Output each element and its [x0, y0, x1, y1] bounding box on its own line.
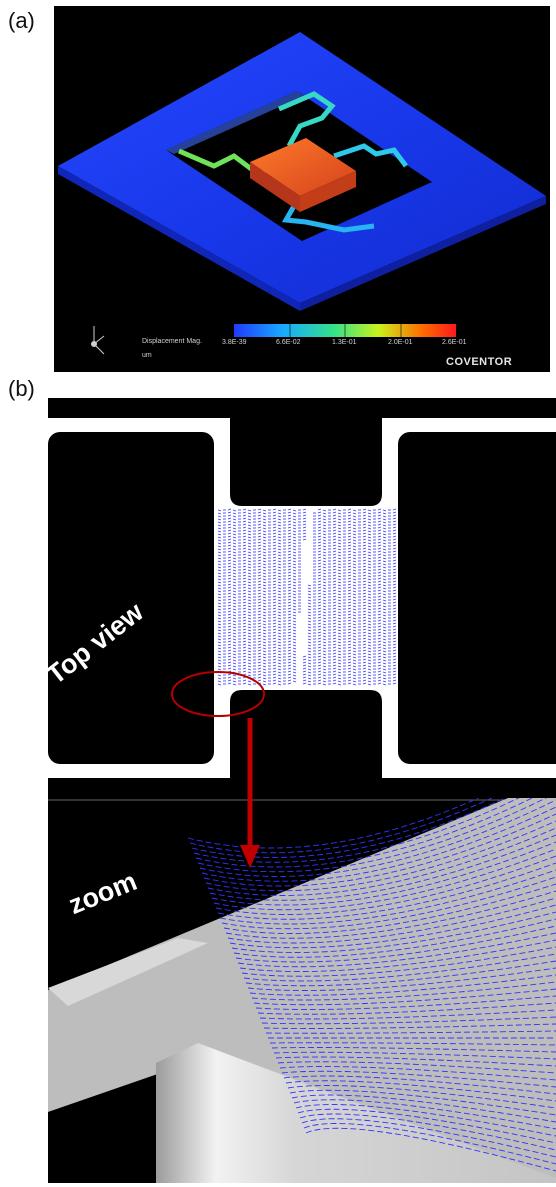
- colorbar-tick: 6.6E-02: [276, 339, 301, 346]
- colorbar-tick: 2.6E-01: [442, 339, 467, 346]
- colorbar-title: Displacement Mag.: [142, 338, 202, 345]
- axis-triad-icon: [91, 326, 105, 355]
- zoom-vector-field: [187, 798, 556, 1172]
- panel-a-label: (a): [8, 8, 35, 33]
- zoom-render: [48, 798, 556, 1183]
- top-view-render: [48, 418, 556, 798]
- colorbar-unit: um: [142, 352, 152, 359]
- spring-right: [333, 143, 408, 168]
- proof-mass-side-right: [300, 171, 356, 212]
- colorbar-tick: 1.3E-01: [332, 339, 357, 346]
- flow-vector-field: [217, 508, 397, 686]
- coventor-logo: COVENTOR: [446, 356, 513, 368]
- left-anchor: [48, 432, 214, 764]
- cavity-wall: [156, 1043, 556, 1183]
- proof-mass-side-left: [250, 162, 300, 212]
- panel-b-label: (b): [8, 376, 35, 401]
- panel-a-render: Displacement Mag. um 3.8E-39 6.6E-02 1.3…: [54, 6, 550, 372]
- displacement-plot: [58, 32, 546, 355]
- panel-b-zoom-view: zoom: [48, 798, 556, 1183]
- colorbar-tick: 3.8E-39: [222, 339, 247, 346]
- highlight-circle: [171, 671, 265, 717]
- right-anchor: [398, 432, 556, 764]
- spring-top: [278, 91, 336, 148]
- spring-bottom: [281, 204, 375, 233]
- frame-edge: [300, 196, 546, 311]
- proof-mass-top: [250, 138, 356, 196]
- frame-edge-left: [58, 166, 300, 311]
- colorbar-tick: 2.0E-01: [388, 339, 413, 346]
- panel-b-top-view: Top view: [48, 398, 556, 798]
